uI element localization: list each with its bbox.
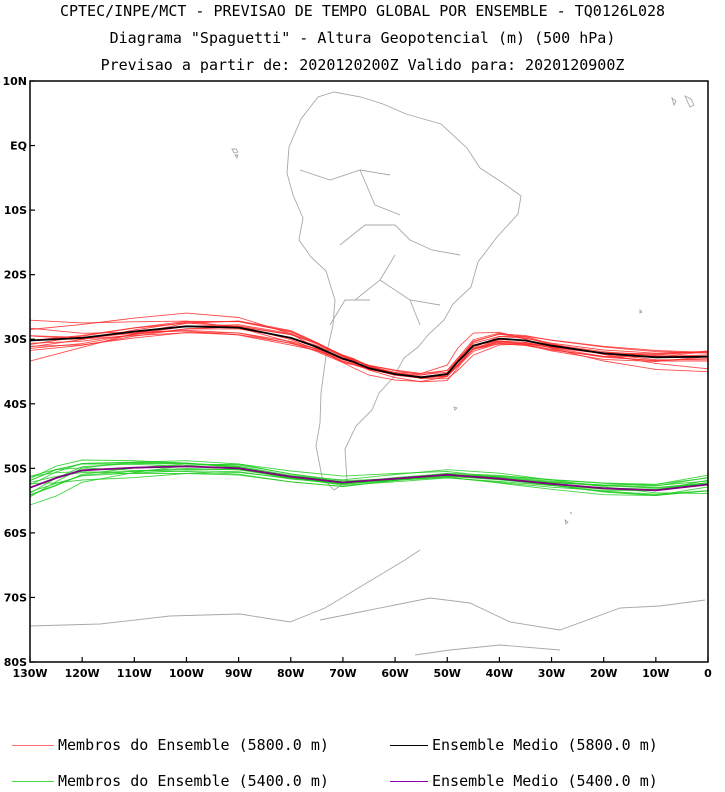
title-line-2: Diagrama "Spaguetti" - Altura Geopotenci…	[109, 29, 616, 47]
legend-swatch	[12, 780, 54, 783]
coastlines	[29, 91, 706, 656]
x-tick-label: 120W	[65, 667, 100, 680]
title-line-1: CPTEC/INPE/MCT - PREVISAO DE TEMPO GLOBA…	[59, 2, 666, 20]
ensemble-mean-line	[29, 325, 709, 379]
x-tick-label: 110W	[117, 667, 152, 680]
antarctica-coast	[29, 549, 706, 656]
x-tick-label: 60W	[381, 667, 408, 680]
ensemble-member-line	[29, 471, 709, 489]
legend-label: Ensemble Medio (5800.0 m)	[432, 736, 658, 754]
y-tick-label: 10S	[4, 204, 27, 217]
plot-frame	[29, 80, 709, 663]
ensemble-member-line	[29, 327, 709, 374]
title-line-3: Previsao a partir de: 2020120200Z Valido…	[100, 56, 625, 74]
x-tick-label: 50W	[434, 667, 461, 680]
south-america-coast	[286, 91, 522, 491]
legend-mean-5800: Ensemble Medio (5800.0 m)	[390, 736, 658, 754]
y-tick-label: 80S	[4, 656, 27, 669]
x-tick-label: 40W	[486, 667, 513, 680]
legend-swatch	[390, 780, 428, 783]
y-tick-label: 40S	[4, 398, 27, 411]
ensemble-member-line	[29, 312, 709, 382]
legend-swatch	[12, 744, 54, 747]
legend-label: Ensemble Medio (5400.0 m)	[432, 772, 658, 790]
legend-members-5800: Membros do Ensemble (5800.0 m)	[12, 736, 329, 754]
y-tick-label: EQ	[10, 140, 27, 153]
y-tick-label: 20S	[4, 269, 27, 282]
x-tick-label: 90W	[225, 667, 252, 680]
country-borders	[299, 169, 461, 326]
legend-label: Membros do Ensemble (5800.0 m)	[58, 736, 329, 754]
x-tick-label: 20W	[590, 667, 617, 680]
ensemble-member-line	[29, 328, 709, 378]
y-tick-label: 60S	[4, 527, 27, 540]
y-tick-label: 70S	[4, 591, 27, 604]
legend-label: Membros do Ensemble (5400.0 m)	[58, 772, 329, 790]
x-tick-label: 70W	[329, 667, 356, 680]
y-tick-label: 10N	[2, 75, 27, 88]
y-tick-label: 50S	[4, 462, 27, 475]
x-tick-label: 30W	[538, 667, 565, 680]
ensemble-mean-line	[29, 465, 709, 492]
x-tick-label: 0	[704, 667, 712, 680]
ensemble-member-line	[29, 463, 709, 506]
legend-members-5400: Membros do Ensemble (5400.0 m)	[12, 772, 329, 790]
x-tick-label: 10W	[642, 667, 669, 680]
legend-swatch	[390, 744, 428, 747]
y-tick-label: 30S	[4, 333, 27, 346]
x-tick-label: 80W	[277, 667, 304, 680]
legend-mean-5400: Ensemble Medio (5400.0 m)	[390, 772, 658, 790]
islands	[231, 95, 695, 525]
x-tick-label: 100W	[169, 667, 204, 680]
ensemble-member-line	[29, 459, 709, 491]
x-tick-label: 130W	[12, 667, 47, 680]
